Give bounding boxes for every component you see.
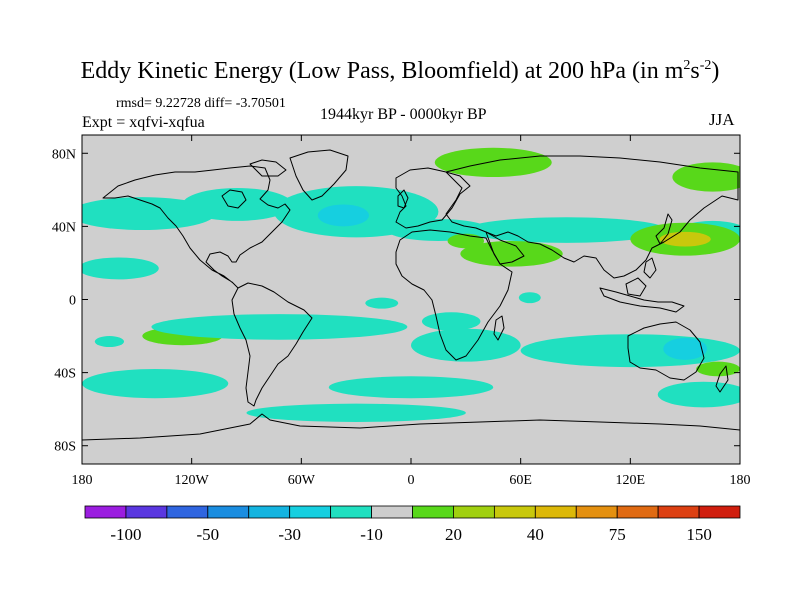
title-close: )	[711, 58, 720, 84]
field-patch	[659, 231, 711, 247]
title-main: Eddy Kinetic Energy (Low Pass, Bloomfiel…	[80, 58, 684, 84]
coast-philippines	[643, 257, 657, 279]
colorbar-swatch	[166, 505, 209, 519]
y-tick-label: 80N	[52, 147, 76, 162]
field-patch	[411, 328, 521, 362]
colorbar-label: 20	[445, 525, 462, 544]
x-tick-label: 120W	[175, 473, 210, 488]
coast-antarctica	[82, 413, 740, 441]
coastlines	[82, 149, 740, 441]
colorbar-swatch	[698, 505, 741, 519]
chart-title: Eddy Kinetic Energy (Low Pass, Bloomfiel…	[0, 58, 800, 85]
field-patch	[82, 257, 159, 280]
field-patch	[447, 233, 485, 249]
colorbar-label: -30	[278, 525, 301, 544]
coast-greenland	[289, 149, 349, 201]
coast-indonesia	[599, 287, 685, 313]
coast-madagascar	[493, 315, 505, 341]
colorbar-swatch	[371, 505, 413, 519]
coast-japan	[655, 213, 673, 245]
colorbar-swatch	[493, 505, 536, 519]
title-mid: s	[690, 58, 700, 84]
y-tick-label: 0	[69, 294, 76, 309]
colorbar: -100 -50 -30 -10 20 40 75 150	[84, 505, 741, 544]
y-tick-label: 80S	[54, 440, 76, 455]
x-tick-label: 180	[730, 473, 751, 488]
field-patch	[465, 217, 667, 243]
coast-new-zealand	[715, 365, 729, 393]
field-patch	[151, 314, 408, 340]
colorbar-swatch	[289, 505, 332, 519]
colorbar-label: -50	[196, 525, 219, 544]
field-patch	[672, 162, 740, 192]
coast-uk	[397, 189, 409, 209]
field-patch	[434, 147, 552, 178]
colorbar-swatch	[248, 505, 291, 519]
colorbar-swatch	[412, 505, 454, 519]
field-patch	[696, 361, 740, 377]
colorbar-swatch	[125, 505, 168, 519]
field-patch	[663, 337, 708, 360]
coast-hudson-bay	[221, 189, 247, 209]
coast-arctic-islands	[249, 159, 287, 177]
field-patch	[518, 292, 541, 304]
y-tick-label: 40S	[54, 367, 76, 382]
colorbar-label: 150	[686, 525, 712, 544]
coast-australia	[627, 321, 705, 381]
colorbar-swatch	[207, 505, 250, 519]
y-tick-label: 40N	[52, 220, 76, 235]
colorbar-swatch	[616, 505, 659, 519]
colorbar-label: -100	[110, 525, 141, 544]
field-patch	[94, 336, 125, 348]
coast-borneo	[625, 277, 647, 297]
field-patch	[317, 204, 369, 227]
colorbar-swatch	[330, 505, 372, 519]
colorbar-swatch	[453, 505, 495, 519]
colorbar-swatch	[84, 505, 127, 519]
field-patch	[421, 312, 481, 331]
colorbar-swatch	[657, 505, 700, 519]
colorbar-swatch	[534, 505, 577, 519]
colorbar-swatch	[575, 505, 618, 519]
field-patch	[365, 297, 399, 309]
experiment-label: Expt = xqfvi-xqfua	[82, 114, 205, 131]
field-patch	[657, 381, 740, 408]
stats-label: rmsd= 9.22728 diff= -3.70501	[116, 96, 286, 111]
coast-asia	[445, 155, 739, 279]
field-patch	[82, 368, 229, 399]
x-tick-label: 0	[408, 473, 415, 488]
field-contours	[82, 147, 740, 422]
x-tick-label: 60E	[509, 473, 532, 488]
field-patch	[328, 376, 494, 399]
coast-north-america	[102, 165, 291, 289]
x-tick-label: 60W	[288, 473, 316, 488]
field-patch	[82, 197, 216, 231]
period-label: 1944kyr BP - 0000kyr BP	[320, 106, 487, 123]
field-patch	[182, 188, 293, 221]
coast-africa	[395, 229, 513, 361]
field-patch	[246, 403, 466, 422]
map-axes: 180 120W 60W 0 60E 120E 180 80N 40N 0 40S 80S	[52, 135, 751, 488]
x-tick-label: 120E	[616, 473, 646, 488]
colorbar-label: 40	[527, 525, 544, 544]
coast-south-america	[231, 282, 313, 407]
colorbar-label: -10	[360, 525, 383, 544]
title-sup1: 2	[683, 58, 691, 73]
colorbar-label: 75	[609, 525, 626, 544]
field-patch	[460, 241, 563, 267]
title-sup2: -2	[699, 58, 712, 73]
x-tick-label: 180	[72, 473, 93, 488]
season-label: JJA	[709, 110, 735, 129]
